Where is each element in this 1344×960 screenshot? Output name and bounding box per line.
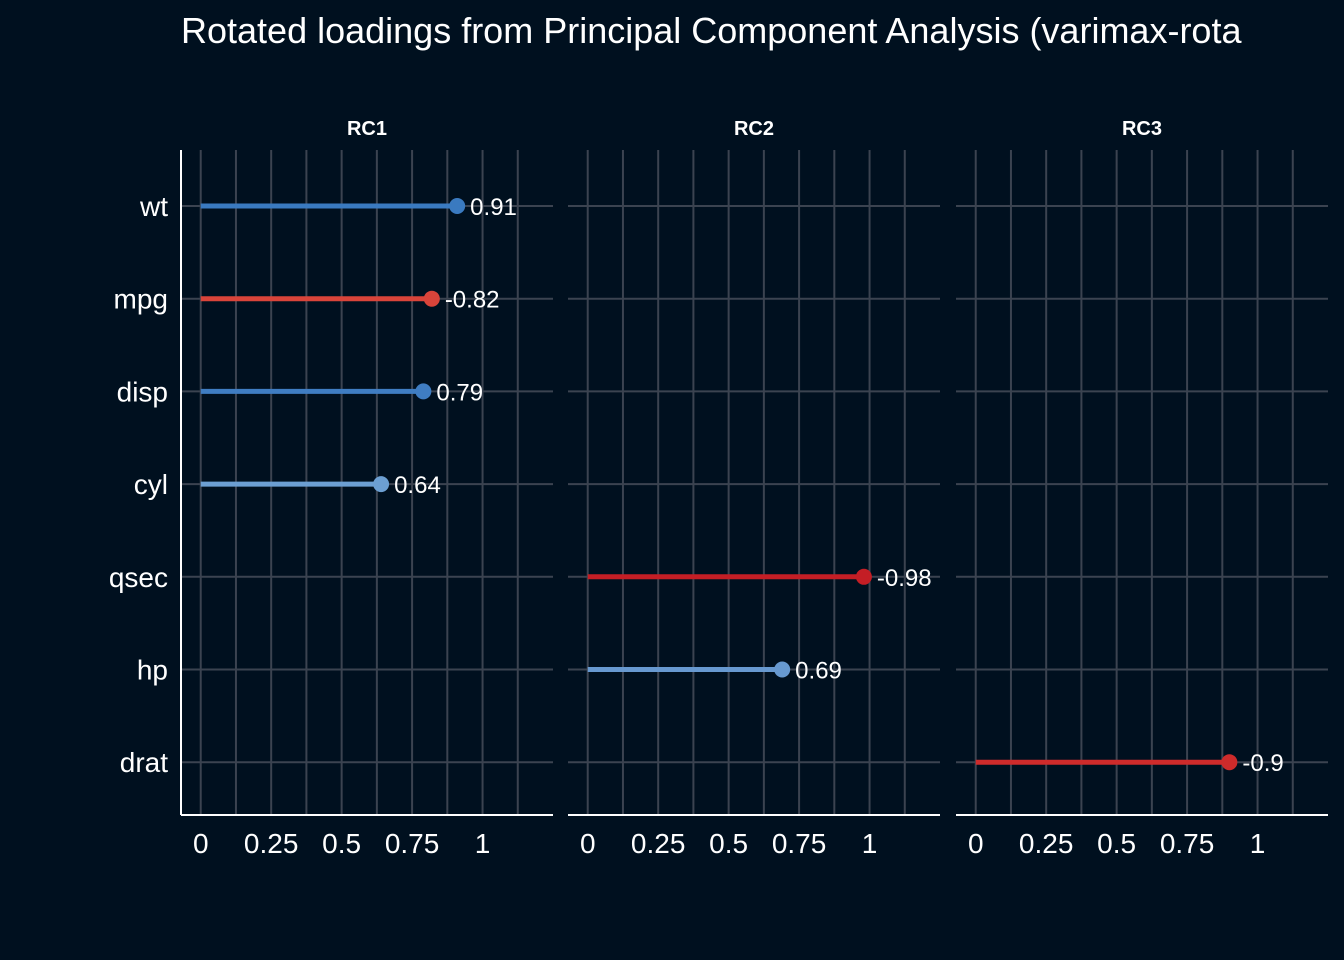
x-tick-label: 0.5 bbox=[1097, 828, 1136, 859]
strip-label-rc1: RC1 bbox=[347, 118, 387, 140]
lollipop-point-hp bbox=[774, 661, 791, 678]
facet-panels: RC1 wt mpg disp cyl qsec hp drat 0 0.25 0.5 0.75 1 0.… bbox=[109, 118, 1328, 859]
x-tick-label: 0.75 bbox=[772, 828, 827, 859]
x-tick-label: 0.25 bbox=[631, 828, 686, 859]
chart-title: Rotated loadings from Principal Componen… bbox=[181, 10, 1242, 51]
y-tick-label-mpg: mpg bbox=[114, 284, 168, 315]
y-tick-label-cyl: cyl bbox=[134, 469, 168, 500]
lollipop-point-qsec bbox=[855, 568, 872, 585]
x-tick-label: 1 bbox=[475, 828, 491, 859]
x-tick-label: 0 bbox=[580, 828, 596, 859]
lollipop-point-drat bbox=[1221, 754, 1238, 771]
panel-rc3: RC3 0 0.25 0.5 0.75 1 -0.9 bbox=[956, 118, 1328, 859]
x-tick-label: 0.5 bbox=[322, 828, 361, 859]
y-tick-label-wt: wt bbox=[139, 191, 168, 222]
x-tick-label: 0.75 bbox=[1160, 828, 1215, 859]
x-tick-label: 0.25 bbox=[1019, 828, 1074, 859]
x-tick-label: 0 bbox=[968, 828, 984, 859]
strip-label-rc3: RC3 bbox=[1122, 118, 1162, 140]
value-label-disp: 0.79 bbox=[436, 379, 483, 406]
panel-rc1: RC1 wt mpg disp cyl qsec hp drat 0 0.25 0.5 0.75 1 0.… bbox=[109, 118, 553, 859]
x-tick-label: 1 bbox=[862, 828, 878, 859]
value-label-qsec: -0.98 bbox=[877, 565, 932, 592]
x-tick-label: 0 bbox=[193, 828, 209, 859]
x-tick-label: 0.75 bbox=[385, 828, 440, 859]
lollipop-point-disp bbox=[415, 383, 432, 400]
strip-label-rc2: RC2 bbox=[734, 118, 774, 140]
x-tick-label: 0.5 bbox=[709, 828, 748, 859]
lollipop-point-wt bbox=[449, 198, 466, 214]
y-tick-label-drat: drat bbox=[120, 747, 168, 778]
value-label-hp: 0.69 bbox=[795, 658, 842, 685]
panel-rc2: RC2 0 0.25 0.5 0.75 1 -0.98 0.69 bbox=[568, 118, 940, 859]
x-tick-label: 1 bbox=[1250, 828, 1266, 859]
lollipop-point-cyl bbox=[373, 476, 390, 493]
value-label-wt: 0.91 bbox=[470, 194, 517, 221]
y-tick-label-qsec: qsec bbox=[109, 562, 168, 593]
value-label-cyl: 0.64 bbox=[394, 472, 441, 499]
value-label-drat: -0.9 bbox=[1242, 750, 1283, 777]
value-label-mpg: -0.82 bbox=[445, 287, 500, 314]
x-tick-label: 0.25 bbox=[244, 828, 299, 859]
lollipop-point-mpg bbox=[423, 290, 440, 307]
y-tick-label-disp: disp bbox=[117, 376, 168, 407]
y-tick-label-hp: hp bbox=[137, 655, 168, 686]
